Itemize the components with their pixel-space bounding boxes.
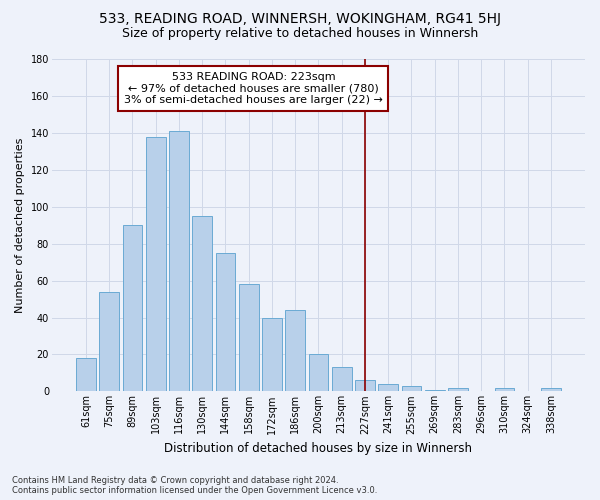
Text: Size of property relative to detached houses in Winnersh: Size of property relative to detached ho… bbox=[122, 28, 478, 40]
Text: Contains HM Land Registry data © Crown copyright and database right 2024.
Contai: Contains HM Land Registry data © Crown c… bbox=[12, 476, 377, 495]
Bar bbox=[494, 388, 514, 392]
Bar bbox=[355, 380, 375, 392]
Bar bbox=[100, 292, 119, 392]
Bar bbox=[541, 388, 561, 392]
Bar bbox=[169, 131, 189, 392]
Bar bbox=[285, 310, 305, 392]
Bar bbox=[425, 390, 445, 392]
Bar bbox=[146, 136, 166, 392]
Text: 533, READING ROAD, WINNERSH, WOKINGHAM, RG41 5HJ: 533, READING ROAD, WINNERSH, WOKINGHAM, … bbox=[99, 12, 501, 26]
Bar bbox=[448, 388, 468, 392]
Y-axis label: Number of detached properties: Number of detached properties bbox=[15, 138, 25, 313]
Bar bbox=[76, 358, 96, 392]
X-axis label: Distribution of detached houses by size in Winnersh: Distribution of detached houses by size … bbox=[164, 442, 472, 455]
Bar bbox=[262, 318, 282, 392]
Bar bbox=[401, 386, 421, 392]
Bar bbox=[193, 216, 212, 392]
Bar bbox=[332, 368, 352, 392]
Bar bbox=[122, 225, 142, 392]
Bar bbox=[215, 253, 235, 392]
Bar bbox=[239, 284, 259, 392]
Bar bbox=[378, 384, 398, 392]
Bar bbox=[308, 354, 328, 392]
Text: 533 READING ROAD: 223sqm
← 97% of detached houses are smaller (780)
3% of semi-d: 533 READING ROAD: 223sqm ← 97% of detach… bbox=[124, 72, 383, 105]
